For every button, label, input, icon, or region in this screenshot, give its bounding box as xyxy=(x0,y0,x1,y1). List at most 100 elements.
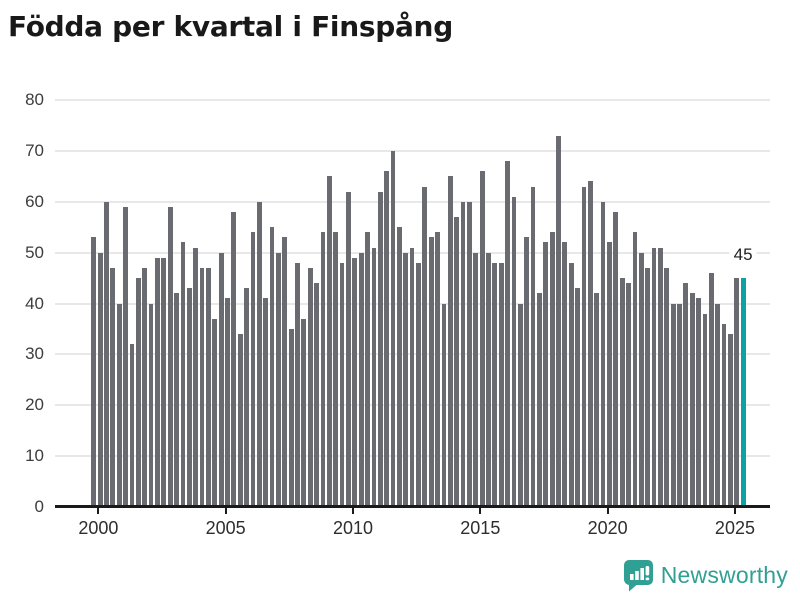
bar xyxy=(371,247,377,507)
bar xyxy=(142,267,148,507)
x-tick-2025 xyxy=(733,507,736,514)
bar xyxy=(346,191,351,507)
bar xyxy=(256,201,262,507)
x-axis-line xyxy=(55,505,770,508)
bar xyxy=(186,288,192,507)
bar xyxy=(613,211,619,507)
y-tick-label-40: 40 xyxy=(25,293,44,313)
bar-highlight-latest xyxy=(740,278,746,507)
bar xyxy=(295,262,300,507)
bar xyxy=(276,252,281,507)
bar xyxy=(479,171,485,507)
bar xyxy=(269,227,275,507)
bar xyxy=(696,298,701,507)
bar xyxy=(498,262,504,507)
bar xyxy=(632,232,638,507)
bar xyxy=(390,150,396,507)
bar xyxy=(473,252,479,507)
bar xyxy=(562,242,568,507)
bar xyxy=(486,252,491,507)
bar xyxy=(155,257,160,507)
bar xyxy=(377,191,383,507)
bar xyxy=(116,303,122,507)
chart-title: Födda per kvartal i Finspång xyxy=(8,10,453,43)
bar xyxy=(365,232,370,507)
bar xyxy=(664,267,670,507)
bar xyxy=(225,298,230,507)
bar xyxy=(320,232,326,507)
bar xyxy=(435,232,440,507)
bar xyxy=(123,206,129,507)
bar xyxy=(231,211,237,507)
bar xyxy=(167,206,173,507)
x-tick-2005 xyxy=(224,507,227,514)
bar xyxy=(594,293,600,507)
bar xyxy=(441,303,447,507)
bar xyxy=(205,267,211,507)
bar xyxy=(581,186,587,507)
bar xyxy=(250,232,256,507)
bar xyxy=(607,242,612,507)
bar xyxy=(135,278,141,507)
y-tick-label-20: 20 xyxy=(25,395,44,415)
bar xyxy=(524,237,530,507)
bar xyxy=(537,293,542,507)
bar xyxy=(651,247,657,507)
x-tick-label-2010: 2010 xyxy=(332,518,374,538)
bar xyxy=(428,237,434,507)
bar xyxy=(193,247,199,507)
bar xyxy=(91,237,97,507)
bar xyxy=(333,232,339,507)
bar xyxy=(638,252,644,507)
last-value-annotation: 45 xyxy=(729,245,757,266)
bar xyxy=(517,303,523,507)
bar xyxy=(454,217,460,507)
bar xyxy=(384,171,390,507)
bar xyxy=(721,323,727,507)
bar xyxy=(422,186,428,507)
bar xyxy=(530,186,536,507)
bar xyxy=(689,293,695,507)
bar xyxy=(447,176,453,507)
bar xyxy=(148,303,154,507)
x-tick-label-2005: 2005 xyxy=(205,518,246,538)
bar xyxy=(702,313,708,507)
y-tick-label-70: 70 xyxy=(25,140,44,160)
y-tick-label-30: 30 xyxy=(25,344,44,364)
bar xyxy=(326,176,332,507)
y-tick-label-60: 60 xyxy=(25,191,44,211)
brand-logo: Newsworthy xyxy=(623,559,788,592)
bar xyxy=(396,227,402,507)
bar xyxy=(734,278,740,507)
bar xyxy=(339,262,345,507)
gridline-80 xyxy=(55,99,770,101)
bar xyxy=(587,181,593,507)
bar xyxy=(218,252,224,507)
x-tick-label-2025: 2025 xyxy=(714,518,755,538)
bar xyxy=(626,283,631,507)
y-tick-label-0: 0 xyxy=(34,497,44,516)
bar xyxy=(282,237,288,507)
x-tick-2020 xyxy=(606,507,609,514)
bar xyxy=(575,288,580,507)
bar xyxy=(670,303,676,507)
bar xyxy=(600,201,606,507)
bar xyxy=(352,257,358,507)
y-tick-label-10: 10 xyxy=(25,446,44,466)
bar xyxy=(199,267,205,507)
bar xyxy=(129,344,135,507)
bar xyxy=(505,161,510,507)
bar xyxy=(97,252,103,507)
bar xyxy=(180,242,186,507)
bar xyxy=(314,283,319,507)
bar xyxy=(161,257,167,507)
bar xyxy=(683,283,689,507)
bar xyxy=(403,252,409,507)
bar xyxy=(492,262,498,507)
gridline-60 xyxy=(55,200,770,203)
bar xyxy=(511,196,517,507)
gridline-70 xyxy=(55,149,770,152)
bar xyxy=(556,135,561,507)
bar xyxy=(263,298,269,507)
